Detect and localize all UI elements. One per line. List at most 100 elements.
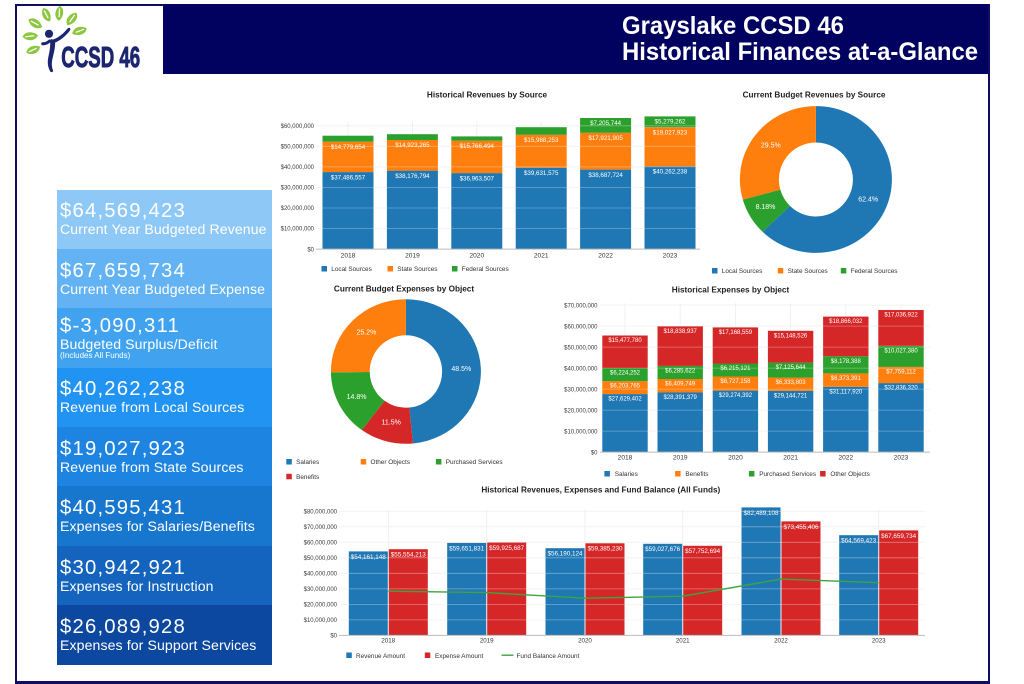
svg-text:Salaries: Salaries bbox=[296, 459, 319, 466]
svg-text:2021: 2021 bbox=[676, 638, 690, 645]
svg-text:$18,866,032: $18,866,032 bbox=[829, 319, 863, 325]
svg-text:2019: 2019 bbox=[480, 638, 494, 645]
svg-text:$50,000,000: $50,000,000 bbox=[564, 345, 598, 351]
svg-text:Expense Amount: Expense Amount bbox=[435, 653, 484, 660]
svg-text:$29,144,721: $29,144,721 bbox=[774, 394, 808, 400]
svg-text:$6,285,622: $6,285,622 bbox=[665, 368, 696, 374]
svg-text:$10,000,000: $10,000,000 bbox=[564, 429, 598, 435]
svg-text:Local Sources: Local Sources bbox=[722, 268, 763, 275]
svg-text:$7,205,744: $7,205,744 bbox=[590, 120, 622, 127]
svg-text:$37,486,557: $37,486,557 bbox=[331, 174, 366, 181]
svg-text:$6,373,391: $6,373,391 bbox=[831, 376, 862, 382]
svg-text:$7,125,644: $7,125,644 bbox=[776, 365, 807, 371]
svg-text:2022: 2022 bbox=[838, 455, 853, 462]
svg-text:25.2%: 25.2% bbox=[356, 330, 376, 337]
svg-text:2023: 2023 bbox=[872, 638, 886, 645]
svg-text:2019: 2019 bbox=[405, 252, 420, 259]
svg-text:$64,569,423: $64,569,423 bbox=[841, 538, 877, 545]
svg-text:$59,651,831: $59,651,831 bbox=[449, 545, 485, 552]
svg-text:$17,036,922: $17,036,922 bbox=[884, 313, 918, 319]
svg-text:$80,000,000: $80,000,000 bbox=[304, 510, 338, 516]
svg-text:$30,000,000: $30,000,000 bbox=[304, 587, 338, 593]
svg-text:$36,963,507: $36,963,507 bbox=[460, 175, 495, 182]
svg-text:2021: 2021 bbox=[534, 252, 549, 259]
svg-text:Current Budget Revenues by Sou: Current Budget Revenues by Source bbox=[743, 91, 886, 100]
svg-text:$40,262,238: $40,262,238 bbox=[653, 169, 688, 176]
svg-text:2023: 2023 bbox=[894, 455, 909, 462]
svg-text:$0: $0 bbox=[591, 450, 598, 456]
svg-text:$54,161,148: $54,161,148 bbox=[351, 554, 387, 561]
svg-text:Other Objects: Other Objects bbox=[830, 471, 869, 478]
svg-text:$60,000,000: $60,000,000 bbox=[281, 124, 315, 130]
svg-text:Benefits: Benefits bbox=[685, 471, 708, 478]
svg-text:29.5%: 29.5% bbox=[761, 143, 781, 150]
svg-text:$59,925,687: $59,925,687 bbox=[489, 545, 525, 552]
svg-text:$6,224,252: $6,224,252 bbox=[610, 371, 641, 377]
svg-text:$60,000,000: $60,000,000 bbox=[564, 324, 598, 330]
svg-text:State Sources: State Sources bbox=[788, 268, 828, 275]
svg-text:$27,629,402: $27,629,402 bbox=[608, 397, 642, 403]
svg-text:$40,000,000: $40,000,000 bbox=[564, 366, 598, 372]
svg-text:$57,752,694: $57,752,694 bbox=[685, 548, 721, 555]
svg-text:$30,000,000: $30,000,000 bbox=[564, 387, 598, 393]
svg-text:2022: 2022 bbox=[774, 638, 788, 645]
svg-text:$10,027,380: $10,027,380 bbox=[884, 348, 918, 354]
svg-text:$28,391,379: $28,391,379 bbox=[664, 395, 698, 401]
svg-text:$59,027,676: $59,027,676 bbox=[645, 546, 681, 553]
svg-text:Federal Sources: Federal Sources bbox=[851, 268, 898, 275]
svg-text:State Sources: State Sources bbox=[397, 266, 437, 273]
svg-text:$32,836,320: $32,836,320 bbox=[884, 386, 918, 392]
svg-text:2020: 2020 bbox=[578, 638, 592, 645]
svg-text:Benefits: Benefits bbox=[296, 474, 319, 481]
svg-text:$39,631,575: $39,631,575 bbox=[524, 170, 559, 177]
svg-text:Purchased Services: Purchased Services bbox=[446, 459, 503, 466]
svg-text:Current Budget Expenses by Obj: Current Budget Expenses by Object bbox=[334, 285, 474, 294]
svg-text:$70,000,000: $70,000,000 bbox=[304, 525, 338, 531]
svg-text:$67,659,734: $67,659,734 bbox=[881, 533, 917, 540]
svg-text:2020: 2020 bbox=[728, 455, 743, 462]
svg-text:Federal Sources: Federal Sources bbox=[462, 266, 509, 273]
svg-text:$10,000,000: $10,000,000 bbox=[281, 227, 315, 233]
svg-text:$6,727,158: $6,727,158 bbox=[720, 379, 751, 385]
svg-text:CCSD 46: CCSD 46 bbox=[61, 42, 140, 74]
svg-text:Other Objects: Other Objects bbox=[371, 459, 410, 466]
svg-text:2022: 2022 bbox=[598, 252, 613, 259]
svg-text:Purchased Services: Purchased Services bbox=[759, 471, 816, 478]
svg-text:$73,455,406: $73,455,406 bbox=[783, 524, 819, 531]
svg-text:$6,333,803: $6,333,803 bbox=[776, 380, 807, 386]
svg-text:$38,687,724: $38,687,724 bbox=[588, 172, 623, 179]
svg-text:$14,923,265: $14,923,265 bbox=[395, 142, 430, 149]
svg-text:$6,203,765: $6,203,765 bbox=[610, 384, 641, 390]
svg-text:Historical Revenues by Source: Historical Revenues by Source bbox=[427, 91, 548, 100]
svg-text:8.18%: 8.18% bbox=[756, 204, 776, 211]
svg-text:2018: 2018 bbox=[381, 638, 395, 645]
svg-text:$7,759,112: $7,759,112 bbox=[886, 369, 916, 375]
svg-text:$15,766,494: $15,766,494 bbox=[460, 143, 495, 150]
svg-text:$40,000,000: $40,000,000 bbox=[281, 165, 315, 171]
svg-text:$15,988,253: $15,988,253 bbox=[524, 137, 559, 144]
svg-text:$6,215,121: $6,215,121 bbox=[720, 366, 751, 372]
svg-text:2021: 2021 bbox=[783, 455, 798, 462]
svg-text:$50,000,000: $50,000,000 bbox=[281, 145, 315, 151]
svg-text:$20,000,000: $20,000,000 bbox=[281, 206, 315, 212]
svg-text:Historical Revenues, Expenses: Historical Revenues, Expenses and Fund B… bbox=[481, 486, 720, 495]
svg-text:$18,838,937: $18,838,937 bbox=[664, 329, 698, 335]
svg-text:$17,168,559: $17,168,559 bbox=[719, 330, 753, 336]
svg-text:$8,178,388: $8,178,388 bbox=[831, 359, 862, 365]
svg-text:$55,554,213: $55,554,213 bbox=[391, 552, 427, 559]
svg-text:$60,000,000: $60,000,000 bbox=[304, 541, 338, 547]
svg-text:$19,027,923: $19,027,923 bbox=[653, 130, 688, 137]
svg-text:$0: $0 bbox=[330, 634, 337, 640]
svg-text:$15,148,526: $15,148,526 bbox=[774, 333, 808, 339]
svg-text:$40,000,000: $40,000,000 bbox=[304, 572, 338, 578]
svg-text:Fund Balance Amount: Fund Balance Amount bbox=[517, 653, 580, 660]
svg-text:$6,409,749: $6,409,749 bbox=[665, 382, 696, 388]
svg-text:$5,279,262: $5,279,262 bbox=[655, 118, 687, 125]
svg-text:2019: 2019 bbox=[673, 455, 688, 462]
svg-text:$38,176,794: $38,176,794 bbox=[395, 173, 430, 180]
svg-text:$30,000,000: $30,000,000 bbox=[281, 186, 315, 192]
svg-text:2018: 2018 bbox=[618, 455, 633, 462]
svg-text:$31,117,920: $31,117,920 bbox=[829, 389, 863, 395]
svg-text:$59,385,230: $59,385,230 bbox=[587, 546, 623, 553]
svg-text:$56,190,124: $56,190,124 bbox=[547, 551, 583, 558]
